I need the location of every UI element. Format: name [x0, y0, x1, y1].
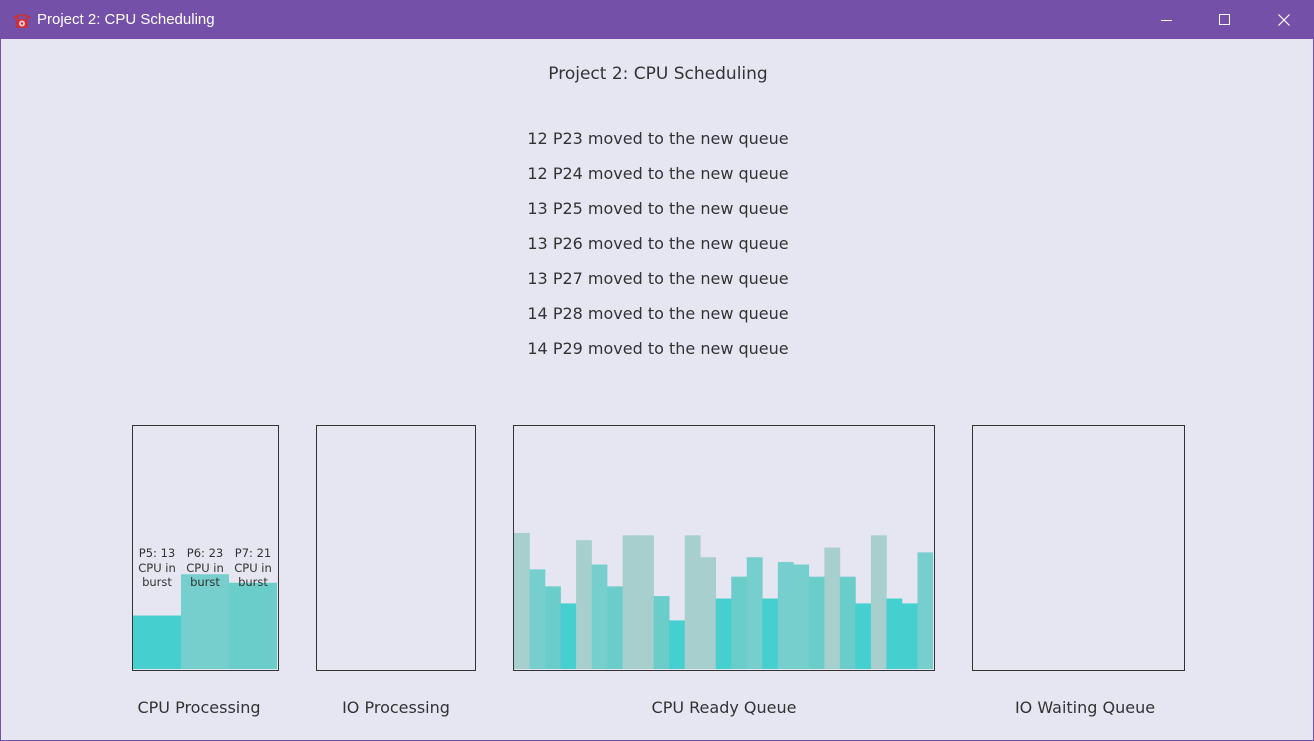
close-icon	[1278, 14, 1290, 26]
io-processing-panel	[316, 425, 476, 671]
ready-queue-bar	[669, 620, 686, 669]
log-entry: 13 P26 moved to the new queue	[527, 234, 789, 253]
minimize-button[interactable]	[1138, 1, 1196, 39]
io-waiting-queue-panel	[972, 425, 1185, 671]
ready-queue-bar	[591, 564, 608, 669]
ready-queue-bar	[824, 547, 841, 669]
io-processing-label: IO Processing	[342, 698, 450, 717]
title-bar[interactable]: Project 2: CPU Scheduling	[1, 1, 1313, 39]
ready-queue-bar	[793, 564, 810, 669]
event-log: 12 P23 moved to the new queue 12 P24 mov…	[1, 129, 1313, 374]
log-entry: 13 P25 moved to the new queue	[527, 199, 789, 218]
ready-queue-bar	[808, 576, 825, 669]
ready-queue-bar	[762, 598, 779, 669]
cpu-burst-label-line: burst	[190, 575, 220, 589]
cpu-burst-label-line: CPU in	[138, 560, 176, 575]
cpu-process-bar	[229, 582, 277, 669]
log-entry: 12 P24 moved to the new queue	[527, 164, 789, 183]
ready-queue-bar	[715, 598, 732, 669]
cpu-burst-label-line: P5: 13	[138, 546, 176, 560]
log-entry: 13 P27 moved to the new queue	[527, 269, 789, 288]
cpu-burst-label-line: CPU in	[234, 560, 272, 575]
cpu-burst-label: P7: 21 CPU in burst	[229, 546, 277, 590]
cpu-processing-panel: P5: 13 CPU in burst P6: 23 CPU in burst P7: 21…	[132, 425, 279, 671]
ready-queue-bar	[514, 532, 530, 669]
ready-queue-bar	[638, 535, 654, 669]
ready-queue-bars	[514, 532, 933, 669]
ready-queue-bar	[839, 576, 856, 669]
ready-queue-bar	[901, 603, 918, 669]
cpu-burst-label-line: P7: 21	[234, 546, 272, 560]
ready-queue-bar	[576, 540, 592, 669]
log-entry: 12 P23 moved to the new queue	[527, 129, 789, 148]
maximize-icon	[1219, 14, 1230, 25]
ready-queue-bar	[777, 562, 794, 669]
cpu-processing-label: CPU Processing	[137, 698, 261, 717]
telephone-icon	[13, 14, 31, 28]
cpu-process-bar	[181, 574, 229, 669]
close-button[interactable]	[1255, 1, 1313, 39]
ready-queue-bar	[529, 569, 546, 669]
ready-queue-bar	[607, 586, 623, 669]
cpu-process-bar	[133, 615, 181, 669]
ready-queue-bar	[917, 552, 933, 669]
cpu-processing-bars	[133, 574, 277, 669]
cpu-ready-queue-panel	[513, 425, 935, 671]
cpu-burst-label-line: burst	[142, 575, 172, 589]
cpu-burst-label-line: burst	[238, 575, 268, 589]
minimize-icon	[1161, 20, 1172, 21]
ready-queue-bar	[886, 598, 903, 669]
ready-queue-bar	[684, 535, 701, 669]
cpu-ready-queue-label: CPU Ready Queue	[651, 698, 797, 717]
ready-queue-bar	[560, 603, 577, 669]
ready-queue-bar	[855, 603, 872, 669]
ready-queue-bar	[545, 586, 561, 669]
cpu-burst-label-line: CPU in	[186, 560, 224, 575]
cpu-burst-label: P6: 23 CPU in burst	[181, 546, 229, 590]
cpu-burst-label-line: P6: 23	[186, 546, 224, 560]
ready-queue-bar	[653, 596, 670, 669]
log-entry: 14 P28 moved to the new queue	[527, 304, 789, 323]
ready-queue-bar	[622, 535, 639, 669]
window-title: Project 2: CPU Scheduling	[37, 11, 215, 28]
cpu-burst-label: P5: 13 CPU in burst	[133, 546, 181, 590]
io-waiting-queue-label: IO Waiting Queue	[1014, 698, 1156, 717]
log-entry: 14 P29 moved to the new queue	[527, 339, 789, 358]
page-title: Project 2: CPU Scheduling	[548, 64, 768, 84]
ready-queue-bar	[700, 557, 717, 669]
ready-queue-bar	[731, 576, 748, 669]
maximize-button[interactable]	[1196, 1, 1254, 39]
ready-queue-bar	[870, 535, 887, 669]
ready-queue-bar	[746, 557, 763, 669]
